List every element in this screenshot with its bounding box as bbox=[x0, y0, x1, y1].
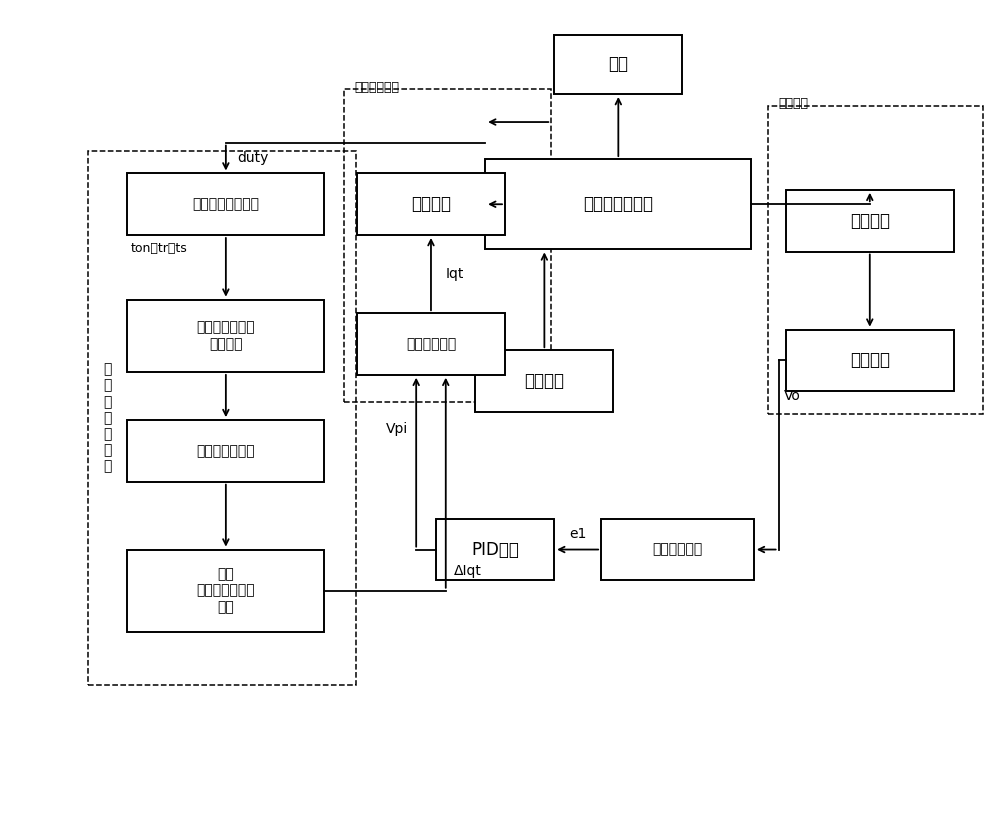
Text: ΔIqt: ΔIqt bbox=[454, 564, 482, 579]
Text: 次
谐
波
消
除
模
块: 次 谐 波 消 除 模 块 bbox=[103, 362, 112, 474]
Bar bbox=[127, 420, 324, 482]
Text: ton、tr、ts: ton、tr、ts bbox=[131, 242, 188, 255]
Text: 负载: 负载 bbox=[608, 55, 628, 74]
Text: 补偿量计算模块: 补偿量计算模块 bbox=[197, 444, 255, 458]
Text: 交直流源: 交直流源 bbox=[524, 372, 564, 390]
Bar bbox=[485, 159, 751, 249]
Text: 采样模块: 采样模块 bbox=[778, 98, 808, 110]
Text: 开关电源主结滵: 开关电源主结滵 bbox=[583, 196, 653, 213]
Bar bbox=[127, 299, 324, 372]
Bar bbox=[786, 329, 954, 391]
Bar bbox=[127, 549, 324, 632]
Bar bbox=[786, 190, 954, 252]
Text: 误差计算模块: 误差计算模块 bbox=[652, 543, 703, 557]
Bar bbox=[357, 314, 505, 375]
Bar bbox=[554, 35, 682, 94]
Text: 控制
电流补偿値输出
模块: 控制 电流补偿値输出 模块 bbox=[197, 568, 255, 614]
Text: 时间长度计算模块: 时间长度计算模块 bbox=[192, 197, 259, 212]
Text: e1: e1 bbox=[569, 528, 586, 542]
Bar bbox=[601, 518, 754, 580]
Bar bbox=[768, 105, 983, 414]
Text: 次谐波消除函数
确定模块: 次谐波消除函数 确定模块 bbox=[197, 321, 255, 351]
Text: 采样电路: 采样电路 bbox=[850, 212, 890, 230]
Bar bbox=[127, 173, 324, 235]
Bar bbox=[344, 89, 551, 401]
Text: Iqt: Iqt bbox=[446, 268, 464, 281]
Text: duty: duty bbox=[238, 150, 269, 165]
Text: PID模块: PID模块 bbox=[471, 541, 519, 558]
Text: Vo: Vo bbox=[784, 390, 800, 403]
Bar bbox=[357, 173, 505, 235]
Bar bbox=[436, 518, 554, 580]
Text: 脉冲调制模块: 脉冲调制模块 bbox=[406, 337, 456, 351]
Text: Vpi: Vpi bbox=[386, 422, 408, 436]
Text: 脉冲调制模块: 脉冲调制模块 bbox=[354, 81, 399, 94]
Text: 采样计算: 采样计算 bbox=[850, 351, 890, 370]
Text: 驱动模块: 驱动模块 bbox=[411, 196, 451, 213]
Bar bbox=[475, 350, 613, 412]
Bar bbox=[88, 150, 356, 686]
